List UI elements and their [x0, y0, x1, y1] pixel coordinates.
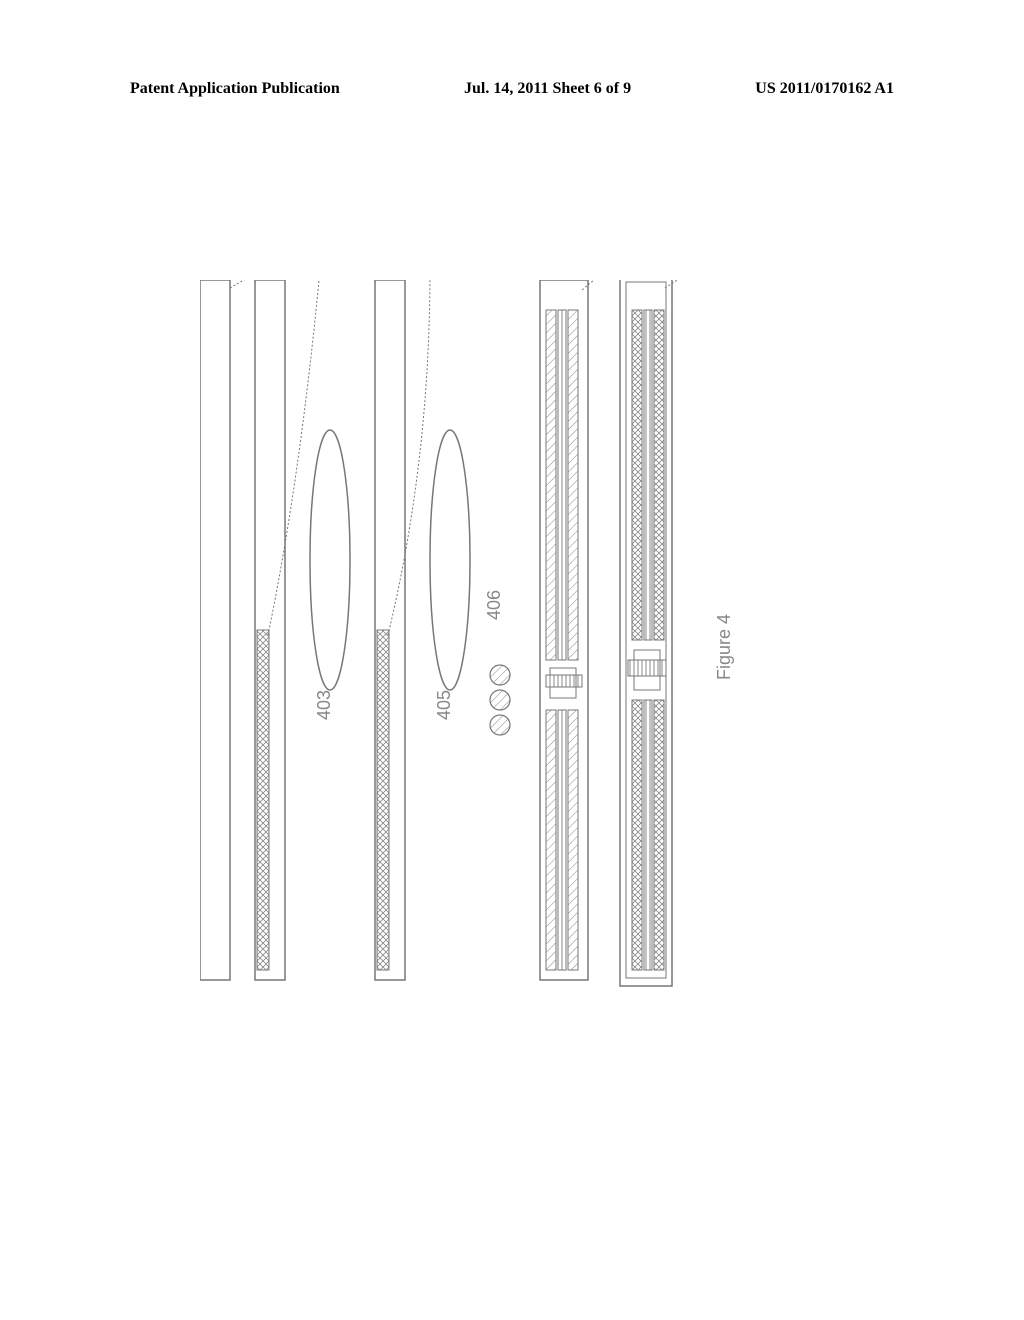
header-center: Jul. 14, 2011 Sheet 6 of 9 — [464, 80, 631, 98]
figure-caption: Figure 4 — [714, 614, 734, 680]
figure-4: 401 402 403 404 405 406 407 — [200, 280, 780, 1080]
header-right: US 2011/0170162 A1 — [755, 80, 894, 98]
spheres-406 — [490, 665, 510, 735]
layer-407 — [540, 280, 588, 980]
label-406: 406 — [484, 590, 504, 620]
label-405: 405 — [434, 690, 454, 720]
label-403: 403 — [314, 690, 334, 720]
layer-401 — [200, 280, 230, 980]
layer-404 — [375, 280, 405, 980]
lens-405 — [430, 430, 470, 690]
layer-408 — [620, 280, 672, 986]
patent-header: Patent Application Publication Jul. 14, … — [0, 80, 1024, 98]
lens-403 — [310, 430, 350, 690]
layer-402 — [255, 280, 285, 980]
header-left: Patent Application Publication — [130, 80, 340, 98]
